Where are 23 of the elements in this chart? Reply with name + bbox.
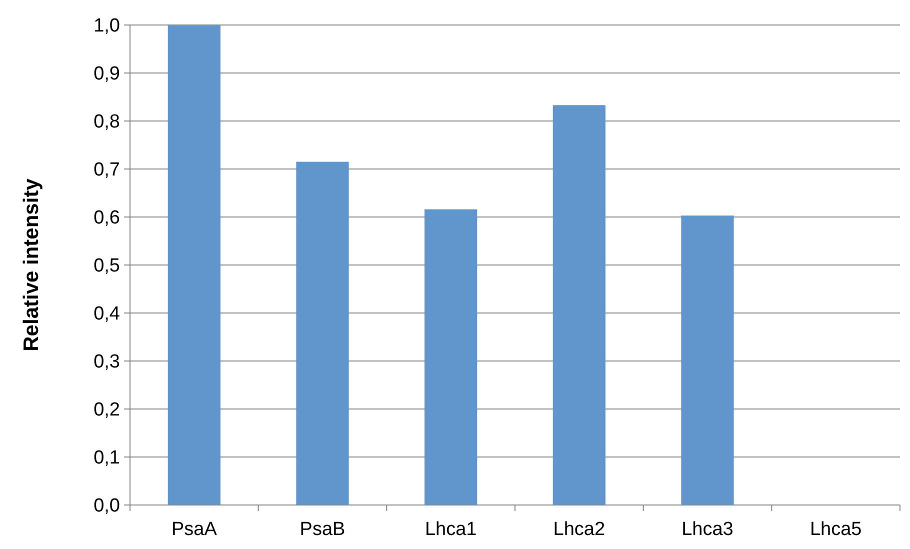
y-tick-label: 0,1 (94, 448, 120, 469)
y-tick-label: 0,0 (94, 496, 120, 517)
y-tick-label: 0,9 (94, 64, 120, 85)
y-tick-label: 0,3 (94, 352, 120, 373)
y-tick-label: 0,5 (94, 256, 120, 277)
y-tick-label: 0,2 (94, 400, 120, 421)
bar (681, 216, 734, 505)
x-tick-label: PsaB (300, 519, 346, 540)
y-tick-label: 0,6 (94, 208, 120, 229)
y-tick-label: 1,0 (94, 16, 120, 37)
y-tick-label: 0,7 (94, 160, 120, 181)
y-axis-title: Relative intensity (20, 178, 43, 352)
bar (296, 162, 349, 505)
bar (552, 105, 606, 505)
y-tick-label: 0,4 (94, 304, 120, 325)
x-tick-label: Lhca5 (810, 519, 862, 540)
x-tick-label: PsaA (171, 519, 218, 540)
x-tick-label: Lhca2 (553, 519, 606, 540)
bar (168, 25, 220, 505)
bar (424, 209, 478, 505)
x-tick-label: Lhca3 (682, 519, 734, 540)
y-tick-label: 0,8 (94, 112, 120, 133)
x-tick-label: Lhca1 (424, 519, 477, 540)
